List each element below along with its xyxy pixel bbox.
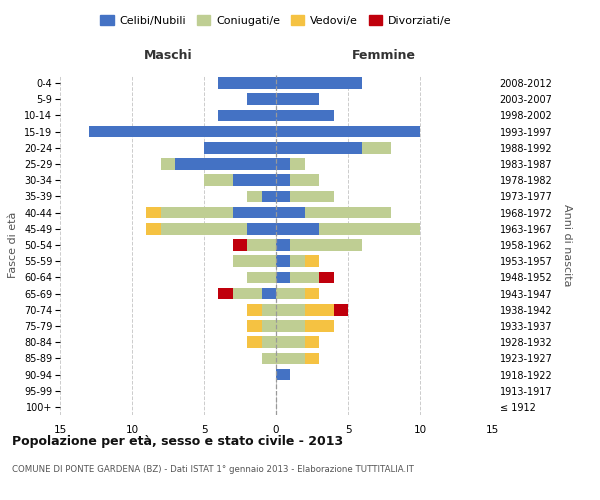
Bar — [276, 110, 334, 122]
Text: Femmine: Femmine — [352, 49, 416, 62]
Bar — [233, 174, 276, 186]
Text: Maschi: Maschi — [143, 49, 193, 62]
Bar — [262, 320, 276, 332]
Bar — [204, 142, 276, 154]
Bar — [276, 320, 305, 332]
Bar — [276, 174, 290, 186]
Bar — [305, 207, 391, 218]
Bar — [305, 288, 319, 300]
Bar — [305, 320, 334, 332]
Bar — [276, 126, 420, 138]
Bar — [262, 288, 276, 300]
Bar — [319, 223, 420, 234]
Bar — [218, 78, 276, 89]
Bar — [276, 239, 290, 251]
Bar — [247, 272, 276, 283]
Text: COMUNE DI PONTE GARDENA (BZ) - Dati ISTAT 1° gennaio 2013 - Elaborazione TUTTITA: COMUNE DI PONTE GARDENA (BZ) - Dati ISTA… — [12, 465, 414, 474]
Bar — [276, 272, 290, 283]
Bar — [276, 78, 362, 89]
Bar — [89, 126, 276, 138]
Bar — [247, 320, 262, 332]
Legend: Celibi/Nubili, Coniugati/e, Vedovi/e, Divorziati/e: Celibi/Nubili, Coniugati/e, Vedovi/e, Di… — [96, 10, 456, 30]
Bar — [276, 352, 305, 364]
Bar — [290, 174, 319, 186]
Bar — [290, 256, 305, 267]
Bar — [276, 304, 305, 316]
Bar — [276, 158, 290, 170]
Y-axis label: Anni di nascita: Anni di nascita — [562, 204, 572, 286]
Text: Popolazione per età, sesso e stato civile - 2013: Popolazione per età, sesso e stato civil… — [12, 435, 343, 448]
Bar — [233, 207, 276, 218]
Bar — [334, 304, 348, 316]
Bar — [161, 158, 175, 170]
Bar — [290, 272, 319, 283]
Bar — [276, 223, 319, 234]
Bar — [262, 304, 276, 316]
Bar — [305, 256, 319, 267]
Bar — [319, 272, 334, 283]
Bar — [305, 304, 334, 316]
Bar — [218, 110, 276, 122]
Bar — [276, 256, 290, 267]
Bar — [146, 207, 161, 218]
Bar — [276, 336, 305, 348]
Bar — [276, 190, 290, 202]
Bar — [218, 288, 233, 300]
Bar — [305, 352, 319, 364]
Bar — [305, 336, 319, 348]
Bar — [247, 223, 276, 234]
Bar — [262, 336, 276, 348]
Y-axis label: Fasce di età: Fasce di età — [8, 212, 19, 278]
Bar — [247, 94, 276, 105]
Bar — [276, 368, 290, 380]
Bar — [262, 190, 276, 202]
Bar — [276, 288, 305, 300]
Bar — [276, 94, 319, 105]
Bar — [204, 174, 233, 186]
Bar — [276, 207, 305, 218]
Bar — [146, 223, 161, 234]
Bar — [247, 304, 262, 316]
Bar — [247, 190, 262, 202]
Bar — [233, 288, 262, 300]
Bar — [290, 190, 334, 202]
Bar — [233, 239, 247, 251]
Bar — [290, 158, 305, 170]
Bar — [362, 142, 391, 154]
Bar — [161, 207, 233, 218]
Bar — [276, 142, 362, 154]
Bar — [233, 256, 276, 267]
Bar — [247, 336, 262, 348]
Bar — [262, 352, 276, 364]
Bar — [290, 239, 362, 251]
Bar — [161, 223, 247, 234]
Bar — [247, 239, 276, 251]
Bar — [175, 158, 276, 170]
